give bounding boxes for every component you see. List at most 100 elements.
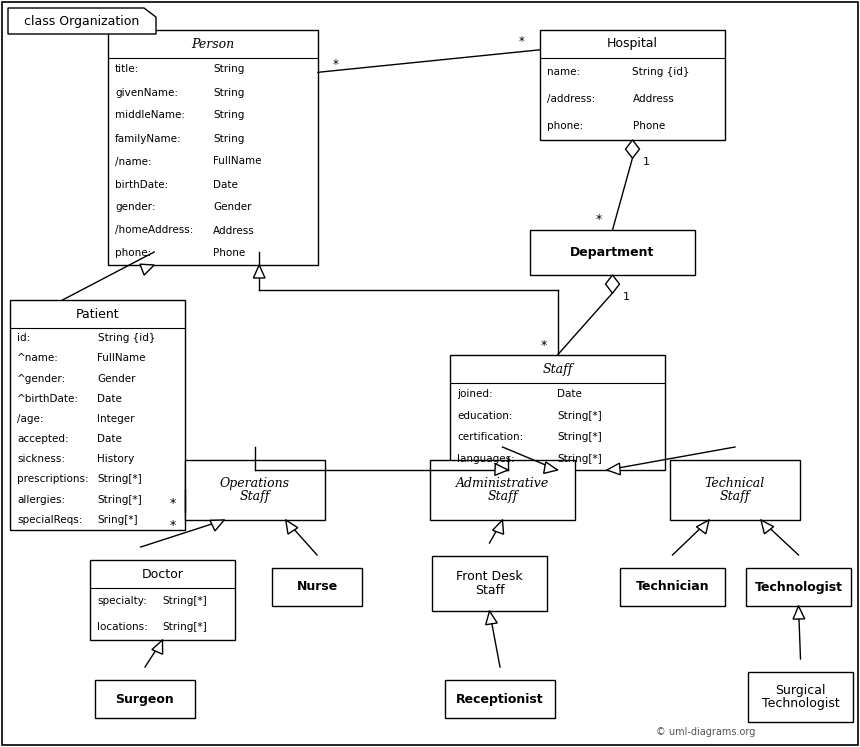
Text: String: String [213,87,244,98]
Bar [185,460,325,520]
Text: gender:: gender: [115,202,156,212]
Text: /name:: /name: [115,157,151,167]
Bar [748,672,853,722]
Polygon shape [140,264,154,275]
Text: Technologist: Technologist [762,697,839,710]
Bar [540,30,725,140]
Text: String[*]: String[*] [163,596,207,606]
Text: Date: Date [557,389,582,399]
Text: ^gender:: ^gender: [17,374,66,383]
Text: locations:: locations: [97,622,148,632]
Text: ^name:: ^name: [17,353,58,363]
Text: Address: Address [632,94,674,104]
Bar [670,460,800,520]
Text: Patient: Patient [76,308,120,320]
Bar [430,460,575,520]
Text: Gender: Gender [213,202,251,212]
Polygon shape [493,520,504,534]
Text: prescriptions:: prescriptions: [17,474,89,485]
Polygon shape [486,611,497,624]
Text: specialReqs:: specialReqs: [17,515,83,525]
Text: String: String [213,111,244,120]
Text: joined:: joined: [457,389,493,399]
Text: *: * [170,498,176,510]
Text: String: String [213,134,244,143]
Text: /age:: /age: [17,414,44,424]
Text: 1: 1 [623,292,630,302]
Text: FullName: FullName [97,353,146,363]
Bar [530,230,695,275]
Bar [450,355,665,470]
Polygon shape [761,520,774,534]
Polygon shape [605,275,619,294]
Text: allergies:: allergies: [17,495,65,505]
Text: String[*]: String[*] [557,454,602,464]
Text: Date: Date [97,434,122,444]
Polygon shape [286,520,298,534]
Text: Sring[*]: Sring[*] [97,515,138,525]
Text: phone:: phone: [547,121,583,131]
Bar [445,680,555,718]
Bar [95,680,195,718]
Text: accepted:: accepted: [17,434,69,444]
Polygon shape [607,463,620,475]
Text: Gender: Gender [97,374,136,383]
Text: Date: Date [213,179,238,190]
Text: Technologist: Technologist [754,580,843,594]
Text: name:: name: [547,66,581,77]
Text: familyName:: familyName: [115,134,181,143]
Text: Address: Address [213,226,255,235]
Bar [620,568,725,606]
Bar [272,568,362,606]
Text: Staff: Staff [488,490,518,503]
Text: Surgeon: Surgeon [115,692,175,705]
Text: ^birthDate:: ^birthDate: [17,394,79,403]
Text: Technical: Technical [705,477,765,490]
Text: Front Desk: Front Desk [456,571,523,583]
Text: Administrative: Administrative [456,477,550,490]
Bar [90,560,235,640]
Text: Date: Date [97,394,122,403]
Text: middleName:: middleName: [115,111,185,120]
Text: Phone: Phone [632,121,665,131]
Text: Receptionist: Receptionist [456,692,544,705]
Bar [432,556,547,611]
Text: Staff: Staff [240,490,270,503]
Polygon shape [697,520,709,534]
Text: 1: 1 [643,157,650,167]
Text: Staff: Staff [543,362,573,376]
Text: birthDate:: birthDate: [115,179,169,190]
Text: String[*]: String[*] [163,622,207,632]
Bar [108,30,318,265]
Text: phone:: phone: [115,249,151,258]
Text: Person: Person [192,37,235,51]
Bar [10,300,185,530]
Polygon shape [254,265,265,278]
Polygon shape [544,462,557,474]
Text: FullName: FullName [213,157,261,167]
Text: Surgical: Surgical [775,684,826,697]
Text: String {id}: String {id} [97,333,155,343]
Text: Integer: Integer [97,414,135,424]
Text: Department: Department [570,246,654,259]
Polygon shape [494,464,508,475]
Text: © uml-diagrams.org: © uml-diagrams.org [655,727,755,737]
Text: education:: education: [457,411,513,421]
Polygon shape [8,8,156,34]
Text: String[*]: String[*] [97,495,142,505]
Text: Technician: Technician [636,580,709,594]
Text: Staff: Staff [720,490,750,503]
Text: languages:: languages: [457,454,515,464]
Text: *: * [333,58,339,71]
Text: String {id}: String {id} [632,66,690,77]
Text: *: * [170,519,176,532]
Polygon shape [152,640,163,654]
Text: /address:: /address: [547,94,595,104]
Text: String[*]: String[*] [97,474,142,485]
Text: String[*]: String[*] [557,411,602,421]
Text: title:: title: [115,64,139,75]
Text: String[*]: String[*] [557,433,602,442]
Text: History: History [97,454,135,465]
Text: Operations: Operations [220,477,290,490]
Polygon shape [793,606,805,619]
